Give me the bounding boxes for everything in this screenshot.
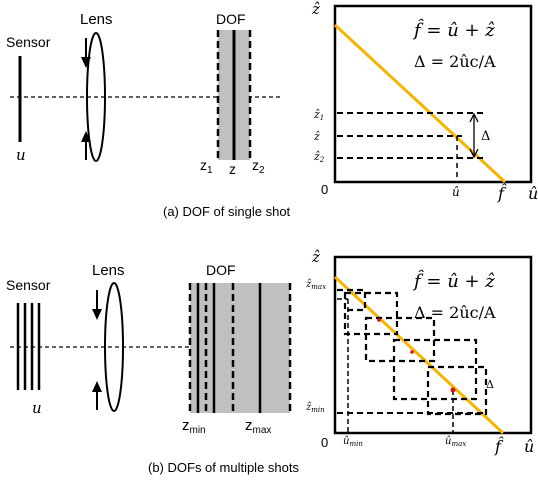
bottom-plot-x-axis-label: û <box>524 437 534 456</box>
top-delta-label: Δ <box>481 129 490 144</box>
dof-box-2 <box>343 291 399 336</box>
bottom-plot-y-axis-label: ẑ <box>311 248 320 266</box>
top-u-tick: û <box>452 185 460 199</box>
bottom-arrow-down-icon <box>92 309 102 320</box>
top-z2-label: z2 <box>252 157 265 176</box>
bottom-focus-point-2 <box>410 350 414 354</box>
bottom-zmin-label: zmin <box>182 417 206 436</box>
top-caption: (a) DOF of single shot <box>163 204 291 219</box>
top-dof-label: DOF <box>216 11 246 27</box>
top-sensor-label: Sensor <box>6 34 51 50</box>
top-z1-label: z1 <box>200 157 213 176</box>
top-delta-arrow-up-icon <box>469 112 479 123</box>
top-plot-origin: 0 <box>321 182 328 197</box>
bottom-dof-label: DOF <box>206 262 236 278</box>
bottom-lens-label: Lens <box>92 262 125 279</box>
top-focus-line <box>333 23 507 184</box>
bottom-focus-point-1 <box>377 318 381 322</box>
bottom-umin-tick: ûmin <box>343 436 363 448</box>
bottom-f-tick: f̂ <box>494 437 504 456</box>
bottom-zmax-tick: ẑmax <box>305 279 326 291</box>
top-plot-x-axis-label: û <box>528 184 538 203</box>
bottom-zmin-tick: ẑmin <box>305 402 325 414</box>
top-u-label: u <box>16 146 26 164</box>
bottom-umax-tick: ûmax <box>445 436 466 448</box>
top-f-tick: f̂ <box>497 184 507 203</box>
top-z1-tick: ẑ1 <box>313 108 324 122</box>
bottom-plot: ẑ f̂ = û + ẑ Δ = 2ûc/A Δ ẑmax ẑmin 0 ûmi… <box>305 248 534 456</box>
bottom-plot-eq2: Δ = 2ûc/A <box>414 303 496 322</box>
top-z2-tick: ẑ2 <box>313 150 325 164</box>
bottom-optics-diagram: Sensor u Lens DOF zmin zmax <box>6 262 292 436</box>
bottom-plot-origin: 0 <box>321 435 328 450</box>
dof-box-3 <box>364 316 436 363</box>
dof-box-4 <box>392 338 478 401</box>
bottom-plot-eq1: f̂ = û + ẑ <box>412 269 495 292</box>
top-plot-eq1: f̂ = û + ẑ <box>412 18 495 41</box>
top-plot-frame <box>333 4 533 184</box>
top-optics-diagram: Sensor u Lens DOF z1 z z2 <box>6 11 280 177</box>
bottom-lens <box>104 282 124 412</box>
bottom-arrow-up-icon <box>92 381 102 392</box>
bottom-focus-point-3 <box>450 387 456 393</box>
dof-box-1 <box>337 288 367 312</box>
top-plot-eq2: Δ = 2ûc/A <box>414 52 496 71</box>
top-delta-arrow-down-icon <box>469 148 479 159</box>
top-arrow-up-icon <box>81 131 91 142</box>
top-arrow-down-icon <box>81 57 91 68</box>
top-z-tick: ẑ <box>313 130 320 143</box>
bottom-u-label: u <box>32 399 42 417</box>
top-lens-label: Lens <box>80 11 113 28</box>
bottom-caption: (b) DOFs of multiple shots <box>148 460 299 475</box>
top-z-label: z <box>229 161 236 177</box>
bottom-delta-label: Δ <box>486 378 494 391</box>
top-plot-y-axis-label: ẑ <box>311 0 320 18</box>
bottom-zmax-label: zmax <box>245 417 271 436</box>
bottom-dof-region <box>190 283 290 413</box>
top-plot: ẑ f̂ = û + ẑ Δ = 2ûc/A Δ ẑ1 ẑ ẑ2 0 û f̂ … <box>311 0 538 203</box>
bottom-focus-line <box>333 275 505 435</box>
bottom-plot-frame <box>333 255 533 435</box>
bottom-sensor-label: Sensor <box>6 277 51 293</box>
